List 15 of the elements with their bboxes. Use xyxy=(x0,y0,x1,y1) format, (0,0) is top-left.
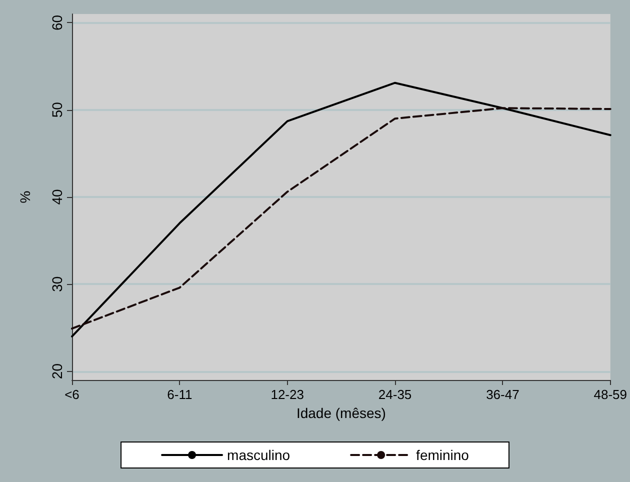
y-axis-title: % xyxy=(17,190,33,204)
x-tick-label: 36-47 xyxy=(486,387,520,402)
y-tick-label: 20 xyxy=(49,363,65,380)
x-tick-label: 6-11 xyxy=(167,387,192,402)
x-tick-label: 48-59 xyxy=(594,387,627,402)
y-tick-label: 50 xyxy=(49,102,65,118)
legend-label: masculino xyxy=(227,447,290,463)
y-tick-label: 30 xyxy=(49,276,65,292)
x-tick-label: <6 xyxy=(64,387,80,402)
legend-label: feminino xyxy=(416,447,470,463)
x-tick-label: 12-23 xyxy=(270,387,304,402)
y-tick-label: 60 xyxy=(49,14,65,31)
x-axis-title: Idade (mêses) xyxy=(296,405,386,421)
y-tick-label: 40 xyxy=(49,189,65,205)
x-tick-label: 24-35 xyxy=(378,387,412,402)
